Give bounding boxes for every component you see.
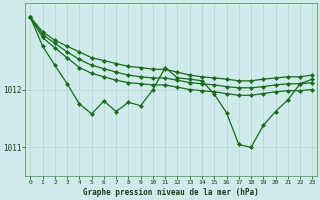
X-axis label: Graphe pression niveau de la mer (hPa): Graphe pression niveau de la mer (hPa) <box>84 188 259 197</box>
